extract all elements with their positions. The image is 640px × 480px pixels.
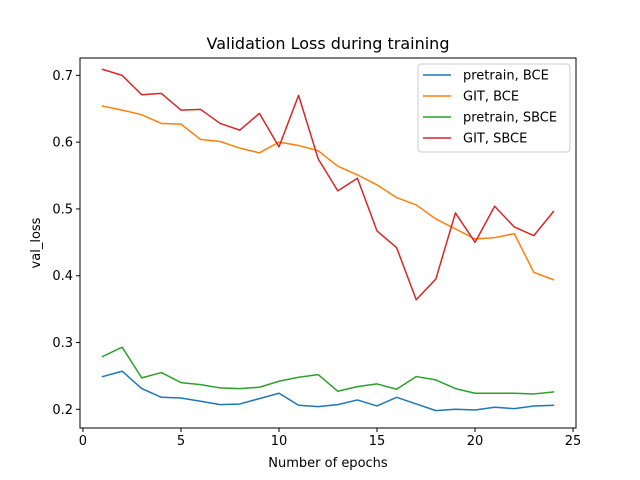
y-tick-label: 0.6 [52,136,73,151]
y-axis-title: val_loss [29,217,44,268]
chart-title: Validation Loss during training [207,34,450,53]
x-tick-label: 0 [79,434,87,449]
x-tick-label: 20 [467,434,484,449]
series-lines [101,68,555,412]
legend-label: GIT, SBCE [463,132,527,147]
x-tick-label: 25 [565,434,582,449]
y-tick-label: 0.7 [52,69,73,84]
y-tick-label: 0.3 [52,336,73,351]
x-tick-label: 10 [271,434,288,449]
x-axis-title: Number of epochs [268,456,388,471]
x-axis-ticks: 0 5 10 15 20 25 [79,428,582,449]
plot-area [79,57,577,429]
x-tick-label: 15 [369,434,386,449]
legend-label: GIT, BCE [463,90,519,105]
y-tick-label: 0.5 [52,202,73,217]
series-line-3 [101,346,555,395]
y-tick-label: 0.2 [52,403,73,418]
axes-frame [79,57,577,429]
legend-label: pretrain, BCE [463,69,549,84]
y-tick-label: 0.4 [52,269,73,284]
legend-box [417,63,571,153]
series-line-2 [101,105,555,281]
legend: pretrain, BCE GIT, BCE pretrain, SBCE GIT, … [417,63,571,153]
legend-label: pretrain, SBCE [463,111,557,126]
series-line-4 [101,68,555,301]
y-axis-ticks: 0.2 0.3 0.4 0.5 0.6 0.7 [52,69,80,418]
x-tick-label: 5 [177,434,185,449]
series-line-1 [101,370,555,412]
